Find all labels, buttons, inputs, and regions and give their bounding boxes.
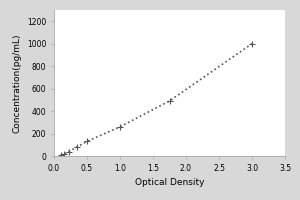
X-axis label: Optical Density: Optical Density — [135, 178, 204, 187]
Y-axis label: Concentration(pg/mL): Concentration(pg/mL) — [12, 33, 21, 133]
